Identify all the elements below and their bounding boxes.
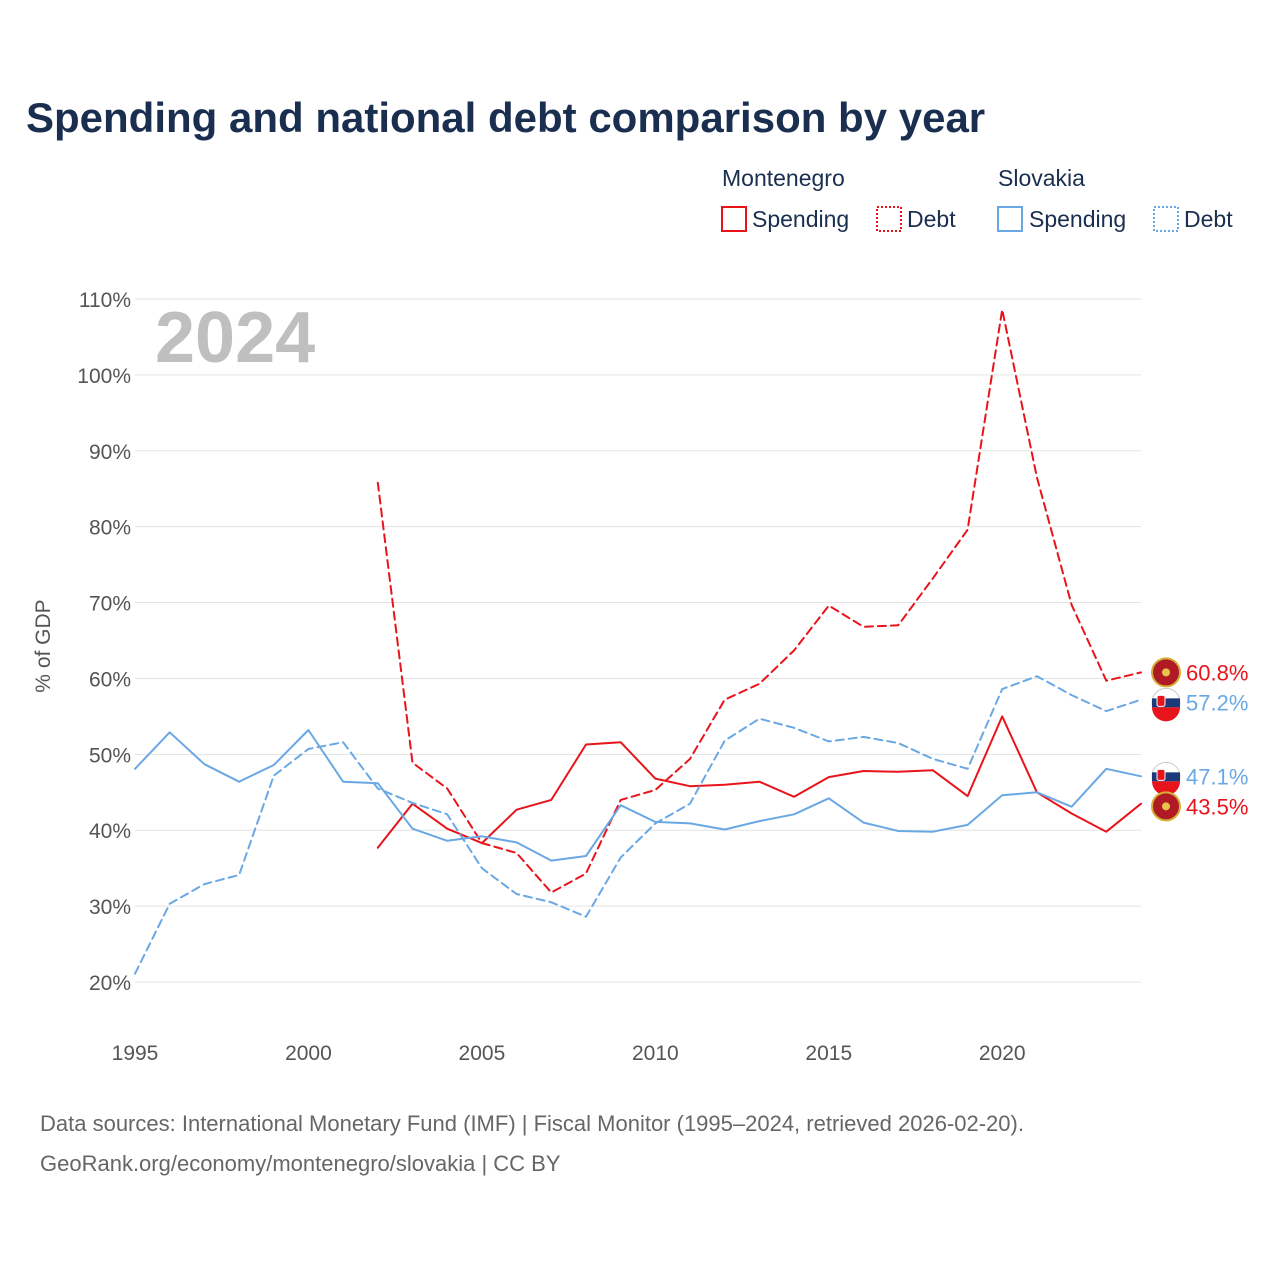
y-tick-label: 50% [89, 744, 131, 767]
y-tick-label: 40% [89, 820, 131, 843]
legend-montenegro-spending-label: Spending [752, 206, 849, 232]
slovakia-emblem-icon [1156, 768, 1166, 781]
x-tick-label: 2005 [459, 1042, 506, 1065]
end-labels: 60.8% 57.2% 47.1% 43.5% [1151, 657, 1248, 822]
legend-slovakia-debt-swatch [1153, 206, 1179, 232]
slovakia-flag-band [1152, 781, 1181, 796]
legend-montenegro-debt-swatch [876, 206, 902, 232]
end-label-slovakia-debt: 57.2% [1186, 690, 1248, 715]
end-marker-montenegro-spending [1151, 791, 1181, 822]
y-tick-label: 90% [89, 441, 131, 464]
y-tick-label: 60% [89, 668, 131, 691]
grid [135, 298, 1141, 983]
slovakia-flag-band [1152, 707, 1181, 722]
end-label-montenegro-spending: 43.5% [1186, 794, 1248, 819]
year-watermark: 2024 [155, 298, 315, 378]
series-line-slovakia-spending [134, 729, 1142, 862]
legend-country-slovakia: Slovakia [998, 165, 1085, 191]
end-label-montenegro-debt: 60.8% [1186, 660, 1248, 685]
legend-montenegro-debt-label: Debt [907, 206, 956, 232]
end-marker-slovakia-spending [1151, 761, 1181, 796]
y-tick-label: 20% [89, 972, 131, 995]
chart-title: Spending and national debt comparison by… [26, 94, 985, 141]
series-line-slovakia-debt [134, 675, 1142, 975]
x-tick-label: 2015 [805, 1042, 852, 1065]
legend-slovakia-debt-label: Debt [1184, 206, 1233, 232]
x-tick-label: 1995 [112, 1042, 159, 1065]
end-marker-montenegro-debt [1151, 657, 1181, 688]
slovakia-emblem-icon [1156, 694, 1166, 707]
x-axis-ticks: 1995 2000 2005 2010 2015 2020 [112, 1042, 1026, 1065]
slovakia-flag-band [1152, 698, 1180, 708]
montenegro-emblem-icon [1162, 802, 1170, 811]
legend-montenegro-spending-swatch [721, 206, 747, 232]
legend-country-montenegro: Montenegro [722, 165, 845, 191]
source-line-2: GeoRank.org/economy/montenegro/slovakia … [40, 1151, 561, 1176]
x-tick-label: 2010 [632, 1042, 679, 1065]
y-tick-label: 30% [89, 896, 131, 919]
legend-slovakia-spending-swatch [997, 206, 1023, 232]
montenegro-emblem-icon [1162, 668, 1170, 677]
x-tick-label: 2000 [285, 1042, 332, 1065]
y-tick-label: 80% [89, 517, 131, 540]
legend-slovakia-spending-label: Spending [1029, 206, 1126, 232]
end-label-slovakia-spending: 47.1% [1186, 764, 1248, 789]
slovakia-flag-band [1152, 772, 1180, 782]
y-axis-label: % of GDP [32, 599, 55, 692]
series-line-montenegro-debt [376, 308, 1142, 894]
x-tick-label: 2020 [979, 1042, 1026, 1065]
series-line-montenegro-spending [376, 715, 1142, 849]
y-axis-ticks: 20% 30% 40% 50% 60% 70% 80% 90% 100% 110% [77, 289, 131, 995]
y-tick-label: 100% [77, 365, 131, 388]
y-tick-label: 70% [89, 593, 131, 616]
end-marker-slovakia-debt [1151, 687, 1181, 722]
y-tick-label: 110% [79, 289, 131, 312]
source-line-1: Data sources: International Monetary Fun… [40, 1111, 1024, 1136]
series-lines [134, 308, 1142, 975]
